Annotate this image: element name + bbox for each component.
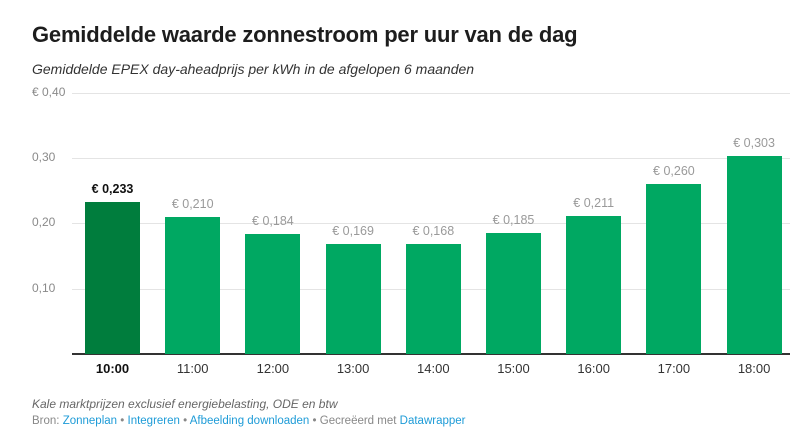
bar-1800[interactable] [726, 156, 782, 354]
gridline [72, 223, 790, 225]
chart-title: Gemiddelde waarde zonnestroom per uur va… [32, 22, 578, 47]
bar-value-label: € 0,211 [573, 196, 615, 211]
x-axis-tick-label: 15:00 [497, 361, 530, 376]
bar-1100[interactable] [165, 216, 221, 354]
source-line: Bron: Zonneplan • Integreren • Afbeeldin… [32, 415, 466, 427]
separator: • [183, 415, 188, 427]
x-axis-line [72, 353, 790, 355]
bar-value-label: € 0,169 [332, 223, 374, 238]
bar-1600[interactable] [566, 216, 622, 354]
bar-value-label: € 0,233 [91, 181, 134, 196]
chart-note: Kale marktprijzen exclusief energiebelas… [32, 397, 338, 411]
y-axis-tick-label: 0,30 [32, 150, 56, 165]
y-axis-tick-label: 0,20 [32, 215, 56, 230]
x-axis-tick-label: 10:00 [95, 361, 130, 376]
datawrapper-link[interactable]: Datawrapper [399, 415, 466, 427]
bar-value-label: € 0,168 [412, 224, 455, 239]
chart-subtitle: Gemiddelde EPEX day-aheadprijs per kWh i… [32, 61, 475, 77]
source-prefix: Bron: [32, 415, 60, 427]
bar-1300[interactable] [325, 243, 381, 354]
created-with-text: Gecreëerd met [319, 415, 397, 427]
y-axis-tick-label: 0,10 [32, 280, 56, 295]
separator: • [312, 415, 317, 427]
download-image-link[interactable]: Afbeelding downloaden [189, 415, 310, 427]
x-axis-tick-label: 17:00 [657, 361, 691, 376]
x-axis-tick-label: 11:00 [176, 361, 209, 376]
bar-value-label: € 0,303 [733, 136, 775, 151]
bar-1200[interactable] [245, 233, 301, 354]
x-axis-tick-label: 16:00 [577, 361, 610, 376]
y-axis-tick-label: € 0,40 [32, 84, 66, 99]
x-axis-tick-label: 18:00 [737, 361, 771, 376]
source-link-zonneplan[interactable]: Zonneplan [62, 415, 118, 427]
bar-1000[interactable] [85, 201, 140, 354]
x-axis-tick-label: 14:00 [417, 361, 450, 376]
bar-1500[interactable] [486, 233, 541, 354]
embed-link[interactable]: Integreren [127, 415, 180, 427]
bar-1700[interactable] [646, 184, 702, 354]
gridline [72, 92, 790, 94]
bar-value-label: € 0,210 [171, 196, 214, 211]
bar-1400[interactable] [405, 244, 461, 354]
bar-value-label: € 0,185 [492, 213, 535, 228]
separator: • [120, 415, 125, 427]
x-axis-tick-label: 12:00 [256, 361, 290, 376]
x-axis-tick-label: 13:00 [336, 361, 370, 376]
bar-value-label: € 0,260 [653, 164, 695, 179]
gridline [72, 158, 790, 160]
bar-value-label: € 0,184 [252, 213, 294, 228]
